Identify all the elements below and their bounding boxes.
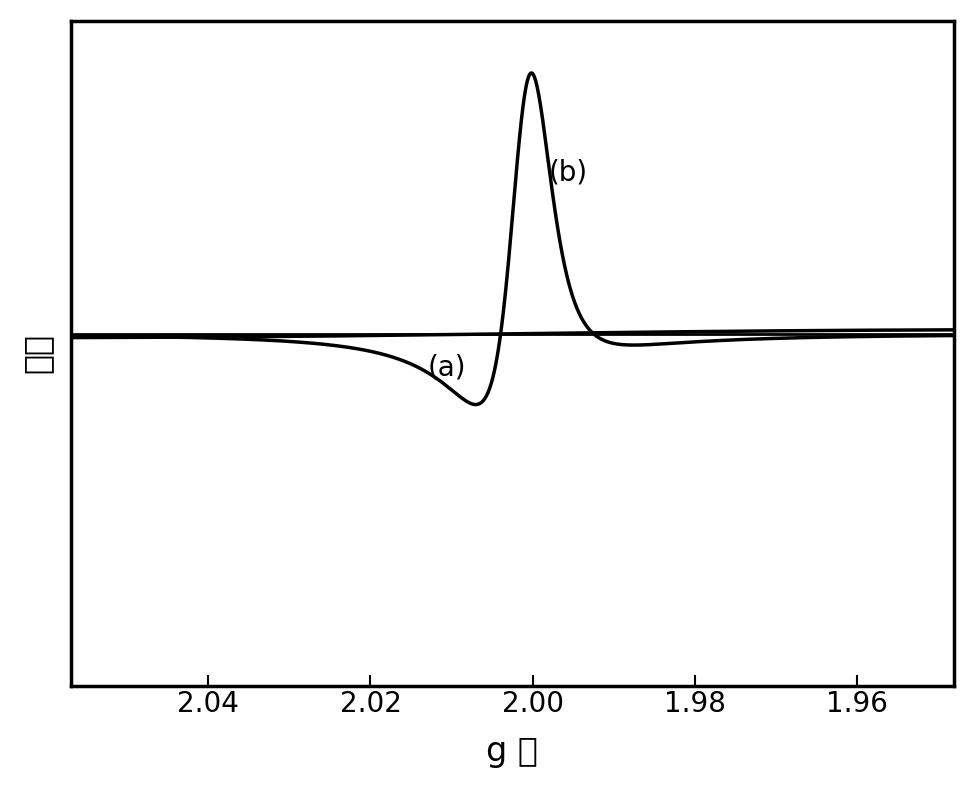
X-axis label: g 値: g 値 xyxy=(487,735,538,768)
Text: (a): (a) xyxy=(427,353,466,382)
Y-axis label: 強度: 強度 xyxy=(20,333,54,373)
Text: (b): (b) xyxy=(549,158,588,186)
